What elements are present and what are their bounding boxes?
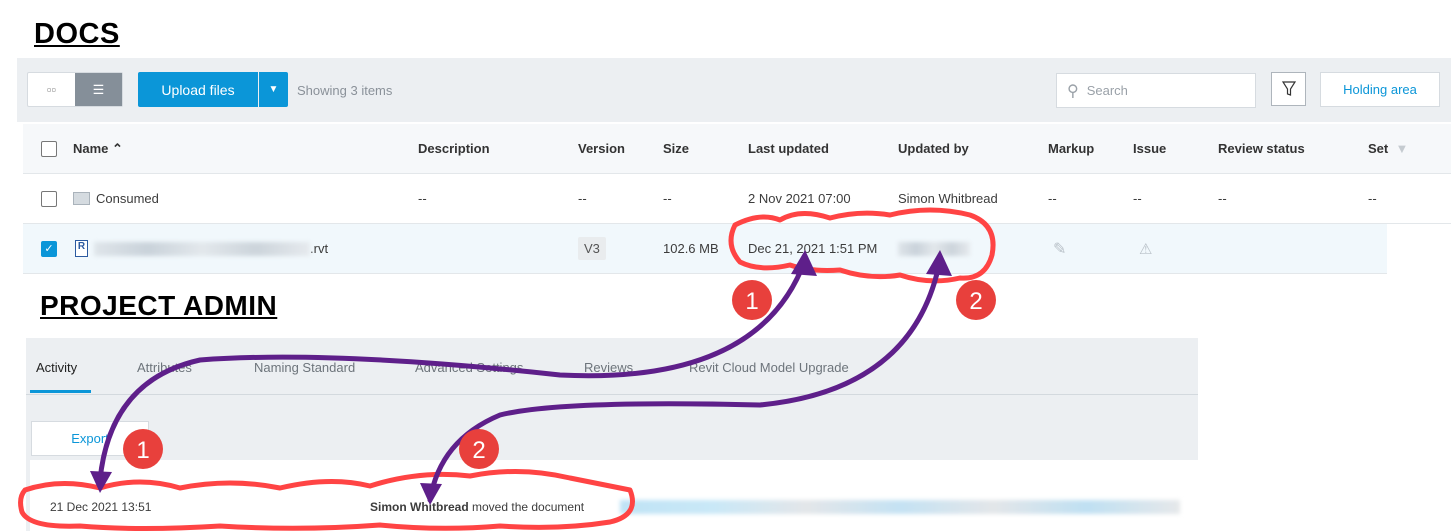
folder-icon: [73, 192, 90, 205]
column-version[interactable]: Version: [578, 141, 625, 156]
activity-action: moved the document: [472, 500, 585, 514]
tab-activity[interactable]: Activity: [36, 360, 78, 375]
row-name-suffix[interactable]: .rvt: [310, 241, 329, 256]
search-icon: ⚲: [1067, 82, 1079, 100]
annotation-marker-1-admin: 1: [123, 429, 163, 469]
activity-description: Simon Whitbread moved the document: [370, 500, 584, 514]
search-placeholder: Search: [1086, 83, 1128, 98]
annotation-arrow-1: [97, 257, 808, 483]
markup-icon[interactable]: ✎: [1053, 240, 1067, 258]
row-review-status: --: [1218, 191, 1227, 206]
grid-view-icon[interactable]: ▫▫: [46, 82, 57, 97]
marker-label: 1: [136, 437, 149, 464]
version-badge[interactable]: V3: [578, 237, 606, 260]
item-count: Showing 3 items: [297, 83, 393, 98]
annotation-cloud-admin: [18, 468, 635, 531]
row-last-updated: Dec 21, 2021 1:51 PM: [748, 241, 878, 256]
row-updated-by: Simon Whitbread: [898, 191, 998, 206]
sort-up-icon: ⌃: [112, 140, 123, 156]
column-name[interactable]: Name ⌃: [73, 124, 123, 173]
tab-reviews[interactable]: Reviews: [584, 360, 634, 375]
row-checkbox-checked[interactable]: ✓: [41, 240, 57, 257]
tab-attributes[interactable]: Attributes: [137, 360, 192, 375]
column-updated-by[interactable]: Updated by: [898, 141, 969, 156]
holding-area-button[interactable]: Holding area: [1320, 72, 1440, 107]
upload-files-button[interactable]: Upload files: [138, 72, 258, 107]
column-review-status[interactable]: Review status: [1218, 141, 1305, 156]
row-markup: --: [1048, 191, 1057, 206]
row-size: 102.6 MB: [663, 241, 719, 256]
docs-panel: ▫▫ ☰ Upload files ▼ Showing 3 items ⚲ Se…: [17, 58, 1451, 275]
row-name[interactable]: Consumed: [96, 191, 159, 206]
blurred-updated-by: [898, 241, 970, 256]
row-version: --: [578, 191, 587, 206]
annotation-cloud-docs: [728, 207, 996, 284]
row-set: --: [1368, 191, 1377, 206]
column-set[interactable]: Set ▼: [1368, 124, 1408, 173]
blurred-file-name: [94, 241, 310, 256]
row-description: --: [418, 191, 427, 206]
column-set-label: Set: [1368, 141, 1389, 156]
row-checkbox[interactable]: [41, 190, 57, 207]
arrowhead-icon: [926, 250, 952, 276]
upload-dropdown-chevron-icon[interactable]: ▼: [259, 72, 288, 107]
column-markup[interactable]: Markup: [1048, 141, 1095, 156]
table-row-selected[interactable]: ✓ R .rvt V3 102.6 MB Dec 21, 2021 1:51 PM…: [23, 224, 1387, 274]
column-issue[interactable]: Issue: [1133, 141, 1167, 156]
annotation-marker-2-admin: 2: [459, 429, 499, 469]
activity-timestamp: 21 Dec 2021 13:51: [50, 500, 152, 514]
blurred-activity-details: [620, 500, 1180, 514]
project-admin-heading: PROJECT ADMIN: [40, 290, 278, 321]
search-input[interactable]: ⚲ Search: [1056, 73, 1256, 108]
tab-naming-standard[interactable]: Naming Standard: [254, 360, 356, 375]
marker-label: 1: [745, 288, 758, 315]
annotation-arrow-2: [427, 257, 943, 503]
select-all-checkbox[interactable]: [41, 140, 57, 157]
tab-revit-cloud-model-upgrade[interactable]: Revit Cloud Model Upgrade: [689, 360, 849, 375]
arrowhead-icon: [420, 483, 442, 505]
column-description[interactable]: Description: [418, 141, 490, 156]
annotation-marker-1-docs: 1: [732, 280, 772, 320]
docs-toolbar: ▫▫ ☰ Upload files ▼ Showing 3 items ⚲ Se…: [17, 58, 1451, 122]
row-size: --: [663, 191, 672, 206]
row-last-updated: 2 Nov 2021 07:00: [748, 191, 851, 206]
arrowhead-icon: [791, 250, 817, 276]
annotation-marker-2-docs: 2: [956, 280, 996, 320]
revit-file-icon: R: [75, 240, 88, 257]
filter-icon: [1281, 81, 1296, 96]
marker-label: 2: [969, 288, 982, 315]
docs-heading: DOCS: [34, 18, 120, 50]
view-toggle: ▫▫ ☰: [27, 72, 123, 107]
column-filter-icon[interactable]: ▼: [1395, 141, 1409, 156]
activity-user: Simon Whitbread: [370, 500, 469, 514]
marker-label: 2: [472, 437, 485, 464]
active-tab-indicator: [30, 390, 91, 393]
filter-button[interactable]: [1271, 72, 1306, 106]
table-header: Name ⌃ Description Version Size Last upd…: [23, 124, 1451, 174]
column-name-label: Name: [73, 141, 109, 156]
list-view-icon[interactable]: ☰: [75, 73, 122, 106]
issue-warning-icon[interactable]: ⚠: [1139, 240, 1153, 258]
column-last-updated[interactable]: Last updated: [748, 141, 829, 156]
row-issue: --: [1133, 191, 1142, 206]
column-size[interactable]: Size: [663, 141, 690, 156]
arrowhead-icon: [90, 471, 112, 493]
